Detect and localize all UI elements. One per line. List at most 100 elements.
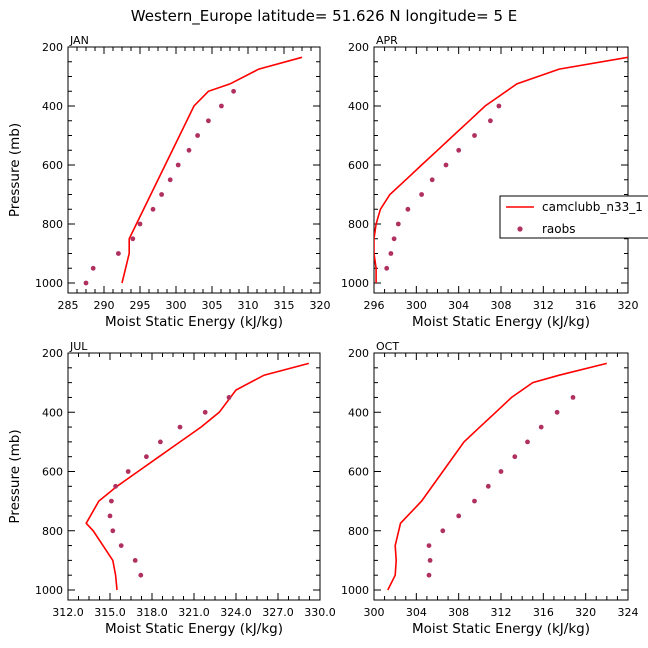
obs-point [427, 558, 433, 563]
y-tick-label: 200 [348, 347, 369, 360]
obs-point [116, 251, 121, 256]
x-axis-title: Moist Static Energy (kJ/kg) [412, 621, 590, 637]
obs-point [206, 118, 211, 124]
legend-label: camclubb_n33_1 [542, 200, 643, 214]
obs-point [125, 469, 131, 474]
obs-point [90, 265, 96, 271]
y-tick-label: 600 [42, 466, 63, 479]
series-line-model [387, 362, 607, 591]
x-tick-label: 316 [575, 299, 596, 312]
x-tick-label: 315.0 [94, 606, 126, 619]
figure-title: Western_Europe latitude= 51.626 N longit… [131, 7, 517, 26]
obs-point [405, 206, 411, 212]
obs-point [177, 424, 183, 430]
y-tick-label: 600 [42, 159, 63, 172]
obs-point [83, 280, 89, 286]
panel-jan: JAN 285 290 295 300 305 310 315 320 200 400 600 800 1… [7, 34, 331, 330]
obs-point [388, 251, 394, 256]
obs-point [538, 424, 544, 430]
obs-point [440, 528, 446, 534]
x-tick-label: 296 [364, 299, 385, 312]
y-tick-label: 600 [348, 159, 369, 172]
plot-frame [67, 46, 321, 294]
x-tick-label: 285 [58, 299, 79, 312]
obs-point [419, 192, 424, 197]
obs-point [202, 409, 208, 415]
obs-point [118, 543, 124, 548]
obs-point [512, 454, 518, 460]
obs-point [137, 221, 143, 227]
y-tick-label: 800 [42, 525, 63, 538]
x-tick-label: 315 [274, 299, 295, 312]
obs-point [496, 103, 502, 109]
obs-point [488, 118, 493, 124]
x-tick-label: 310 [238, 299, 259, 312]
y-tick-label: 600 [348, 466, 369, 479]
obs-point [429, 177, 435, 183]
obs-point [144, 454, 149, 460]
y-tick-label: 400 [348, 100, 369, 113]
obs-point [498, 469, 504, 474]
panel-apr: APR 296 300 304 308 312 316 320 200 400 600 800 1000… [341, 34, 639, 330]
x-axis-title: Moist Static Energy (kJ/kg) [105, 621, 283, 637]
x-tick-label: 290 [94, 299, 115, 312]
y-tick-label: 200 [42, 41, 63, 54]
series-line-model [85, 362, 310, 591]
panel-label: APR [376, 34, 398, 47]
panel-label: OCT [376, 340, 399, 353]
series-line-model [374, 56, 628, 283]
x-tick-label: 327.0 [262, 606, 294, 619]
obs-point [443, 162, 449, 168]
y-tick-label: 400 [42, 406, 63, 419]
y-tick-label: 1000 [341, 584, 369, 597]
panels: JAN 285 290 295 300 305 310 315 320 200 400 600 800 1… [7, 34, 639, 637]
x-tick-label: 316 [533, 606, 554, 619]
x-tick-label: 320 [310, 299, 331, 312]
x-axis-title: Moist Static Energy (kJ/kg) [105, 314, 283, 330]
x-tick-label: 324 [618, 606, 639, 619]
obs-point [113, 483, 118, 489]
obs-point [570, 395, 576, 400]
plot-frame [373, 352, 629, 601]
panel-label: JUL [69, 340, 88, 353]
legend-label: raobs [542, 222, 576, 236]
y-tick-label: 200 [348, 41, 369, 54]
obs-point [159, 192, 165, 197]
obs-point [150, 206, 156, 212]
obs-point [219, 103, 224, 109]
x-tick-label: 320 [575, 606, 596, 619]
x-tick-label: 300 [166, 299, 187, 312]
x-tick-label: 330.0 [304, 606, 336, 619]
obs-point [384, 265, 390, 271]
obs-point [395, 221, 401, 227]
panel-jul: JUL 312.0 315.0 318.0 321.0 324.0 327.0 330.0 20… [7, 340, 336, 637]
obs-point [426, 572, 432, 578]
obs-point [175, 162, 181, 168]
x-tick-label: 300 [364, 606, 385, 619]
x-tick-label: 312 [491, 606, 512, 619]
obs-point [158, 439, 163, 445]
legend-box [499, 195, 648, 239]
y-tick-label: 200 [42, 347, 63, 360]
y-tick-label: 1000 [35, 584, 63, 597]
obs-point [485, 483, 491, 489]
panel-oct: OCT 300 304 308 312 316 320 324 200 400 600 800 1000… [341, 340, 639, 637]
y-tick-label: 1000 [341, 277, 369, 290]
obs-point [167, 177, 173, 183]
x-axis-title: Moist Static Energy (kJ/kg) [412, 314, 590, 330]
x-tick-label: 318.0 [136, 606, 168, 619]
x-tick-label: 295 [130, 299, 151, 312]
obs-point [132, 558, 138, 563]
obs-point [456, 147, 462, 153]
obs-point [426, 543, 432, 548]
y-tick-label: 400 [42, 100, 63, 113]
plot-frame [373, 46, 629, 294]
legend-marker-swatch [517, 226, 523, 232]
obs-point [186, 147, 192, 153]
y-tick-label: 800 [348, 525, 369, 538]
x-tick-label: 312 [533, 299, 554, 312]
series-line-model [121, 56, 303, 284]
obs-point [130, 236, 136, 242]
